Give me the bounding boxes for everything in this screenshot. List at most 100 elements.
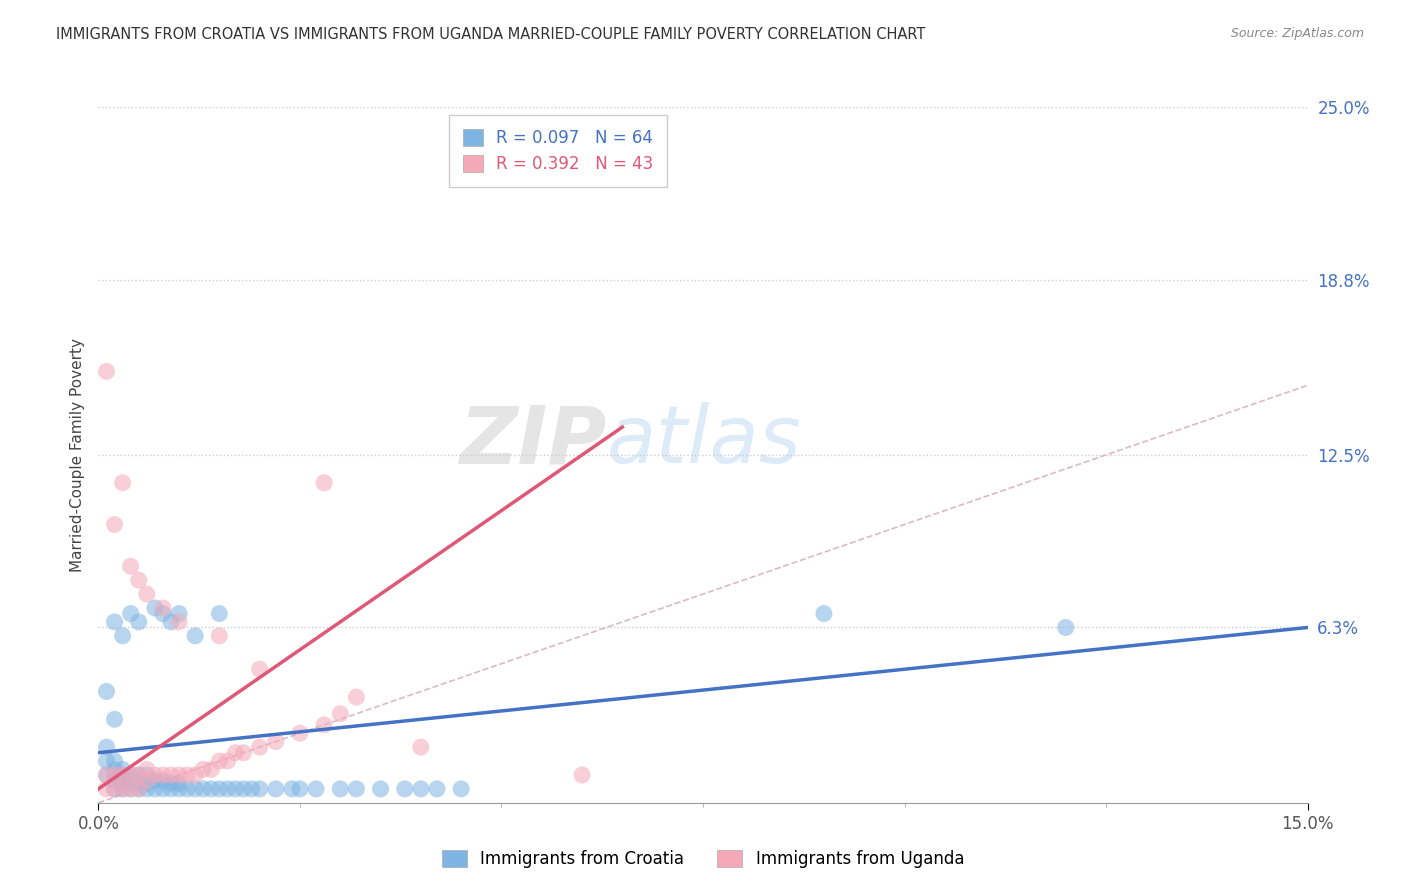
Point bbox=[103, 773, 125, 788]
Point bbox=[200, 763, 222, 777]
Point bbox=[232, 781, 254, 796]
Point bbox=[120, 768, 142, 782]
Point bbox=[167, 607, 190, 621]
Point bbox=[571, 768, 593, 782]
Point bbox=[288, 781, 311, 796]
Point bbox=[120, 559, 142, 574]
Point bbox=[96, 740, 118, 755]
Point bbox=[120, 768, 142, 782]
Point bbox=[184, 768, 207, 782]
Point bbox=[111, 768, 134, 782]
Point bbox=[200, 781, 222, 796]
Text: atlas: atlas bbox=[606, 402, 801, 480]
Point bbox=[314, 718, 336, 732]
Point bbox=[167, 768, 190, 782]
Point bbox=[329, 781, 352, 796]
Point bbox=[152, 768, 174, 782]
Point bbox=[135, 587, 157, 601]
Point bbox=[314, 475, 336, 490]
Point bbox=[103, 768, 125, 782]
Point bbox=[120, 781, 142, 796]
Point bbox=[103, 768, 125, 782]
Point bbox=[111, 763, 134, 777]
Point bbox=[128, 573, 150, 587]
Y-axis label: Married-Couple Family Poverty: Married-Couple Family Poverty bbox=[69, 338, 84, 572]
Point bbox=[193, 781, 215, 796]
Point bbox=[103, 517, 125, 532]
Point bbox=[249, 740, 271, 755]
Point bbox=[344, 781, 367, 796]
Text: IMMIGRANTS FROM CROATIA VS IMMIGRANTS FROM UGANDA MARRIED-COUPLE FAMILY POVERTY : IMMIGRANTS FROM CROATIA VS IMMIGRANTS FR… bbox=[56, 27, 925, 42]
Point bbox=[135, 773, 157, 788]
Text: ZIP: ZIP bbox=[458, 402, 606, 480]
Point bbox=[152, 781, 174, 796]
Point bbox=[120, 781, 142, 796]
Point bbox=[103, 712, 125, 726]
Point bbox=[111, 773, 134, 788]
Point bbox=[249, 781, 271, 796]
Point bbox=[176, 768, 198, 782]
Point bbox=[103, 763, 125, 777]
Point bbox=[344, 690, 367, 704]
Point bbox=[111, 475, 134, 490]
Point bbox=[208, 607, 231, 621]
Point bbox=[96, 768, 118, 782]
Point bbox=[409, 740, 432, 755]
Point bbox=[232, 746, 254, 760]
Point bbox=[103, 615, 125, 629]
Point bbox=[128, 768, 150, 782]
Point bbox=[208, 754, 231, 768]
Point bbox=[167, 776, 190, 790]
Point bbox=[152, 773, 174, 788]
Point bbox=[281, 781, 304, 796]
Point bbox=[128, 781, 150, 796]
Point bbox=[135, 776, 157, 790]
Point bbox=[128, 776, 150, 790]
Point bbox=[120, 773, 142, 788]
Point bbox=[135, 763, 157, 777]
Point bbox=[143, 601, 166, 615]
Point bbox=[208, 781, 231, 796]
Legend: R = 0.097   N = 64, R = 0.392   N = 43: R = 0.097 N = 64, R = 0.392 N = 43 bbox=[450, 115, 666, 186]
Point bbox=[370, 781, 392, 796]
Point bbox=[167, 781, 190, 796]
Point bbox=[409, 781, 432, 796]
Point bbox=[426, 781, 449, 796]
Point bbox=[111, 781, 134, 796]
Point bbox=[143, 781, 166, 796]
Point bbox=[1054, 620, 1077, 634]
Point bbox=[111, 629, 134, 643]
Point bbox=[176, 781, 198, 796]
Point bbox=[103, 754, 125, 768]
Point bbox=[217, 754, 239, 768]
Point bbox=[96, 768, 118, 782]
Point bbox=[96, 364, 118, 378]
Point bbox=[167, 615, 190, 629]
Point bbox=[240, 781, 263, 796]
Point bbox=[249, 662, 271, 676]
Legend: Immigrants from Croatia, Immigrants from Uganda: Immigrants from Croatia, Immigrants from… bbox=[434, 843, 972, 875]
Point bbox=[160, 776, 183, 790]
Point bbox=[217, 781, 239, 796]
Point bbox=[394, 781, 416, 796]
Point bbox=[120, 607, 142, 621]
Point bbox=[96, 781, 118, 796]
Point bbox=[103, 781, 125, 796]
Point bbox=[224, 781, 246, 796]
Point bbox=[128, 781, 150, 796]
Point bbox=[135, 768, 157, 782]
Point bbox=[111, 768, 134, 782]
Point bbox=[264, 734, 287, 748]
Point bbox=[111, 781, 134, 796]
Point bbox=[96, 684, 118, 698]
Point bbox=[160, 615, 183, 629]
Point bbox=[96, 754, 118, 768]
Point bbox=[143, 773, 166, 788]
Point bbox=[128, 768, 150, 782]
Point bbox=[264, 781, 287, 796]
Point bbox=[135, 781, 157, 796]
Point bbox=[143, 768, 166, 782]
Point bbox=[103, 781, 125, 796]
Point bbox=[450, 781, 472, 796]
Point bbox=[193, 763, 215, 777]
